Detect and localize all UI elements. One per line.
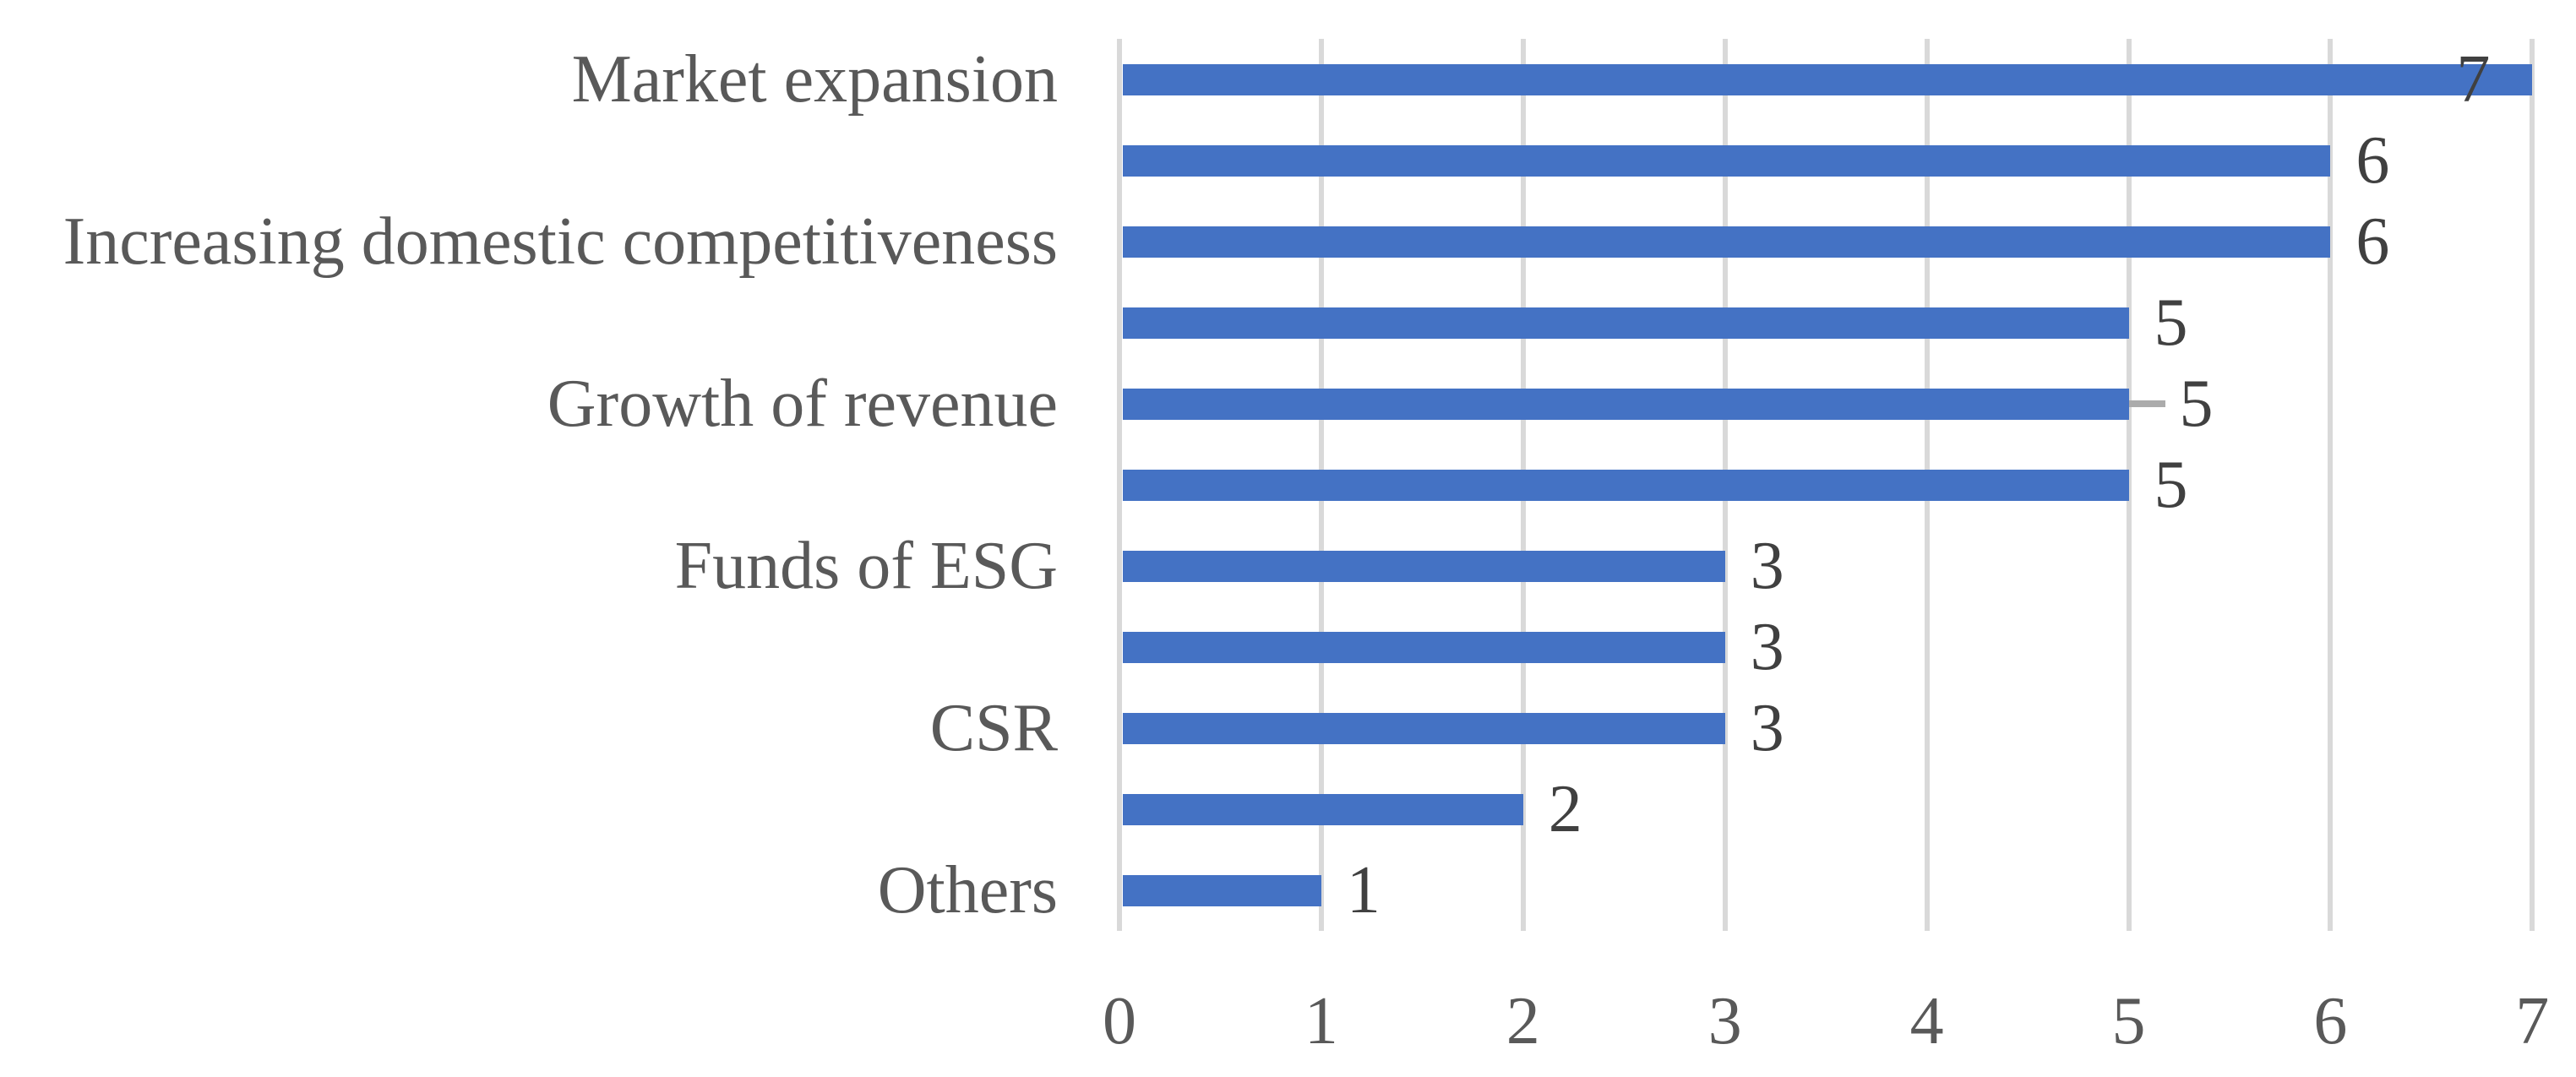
x-tick-label: 1 [1304, 984, 1338, 1058]
bar [1123, 226, 2331, 258]
gridline [1117, 39, 1122, 931]
x-tick-label: 6 [2313, 984, 2348, 1058]
x-tick-label: 0 [1103, 984, 1136, 1058]
x-tick-label: 5 [2111, 984, 2146, 1058]
category-label: Others [877, 853, 1058, 927]
value-label: 2 [1548, 772, 1582, 846]
bar [1123, 631, 1725, 663]
bar [1123, 793, 1523, 825]
value-label: 3 [1750, 529, 1784, 603]
bar [1123, 307, 2129, 339]
category-label: Funds of ESG [674, 529, 1058, 603]
value-label: 6 [2355, 123, 2390, 198]
x-tick-label: 2 [1506, 984, 1540, 1058]
bar [1123, 712, 1725, 744]
category-label: Market expansion [571, 42, 1058, 117]
gridline [2126, 39, 2132, 931]
value-label: 5 [2154, 286, 2188, 360]
x-tick-label: 7 [2515, 984, 2550, 1058]
bar [1123, 874, 1321, 906]
error-dash [2128, 400, 2165, 407]
value-label: 1 [1346, 853, 1381, 927]
bar [1123, 144, 2331, 177]
x-tick-label: 4 [1909, 984, 1944, 1058]
category-label: Growth of revenue [547, 367, 1058, 441]
value-label: 7 [2456, 42, 2491, 117]
bar [1123, 388, 2129, 420]
category-label: Increasing domestic competitiveness [63, 204, 1058, 279]
bar [1123, 550, 1725, 582]
value-label: 3 [1750, 691, 1784, 765]
bar [1123, 63, 2533, 95]
x-tick-label: 3 [1707, 984, 1742, 1058]
value-label: 3 [1750, 610, 1784, 684]
category-label: CSR [929, 691, 1058, 765]
value-label: 5 [2154, 448, 2188, 522]
bar [1123, 469, 2129, 501]
value-label: 6 [2355, 204, 2390, 279]
gridline [2530, 39, 2535, 931]
gridline [2328, 39, 2334, 931]
value-label: 5 [2179, 367, 2214, 441]
